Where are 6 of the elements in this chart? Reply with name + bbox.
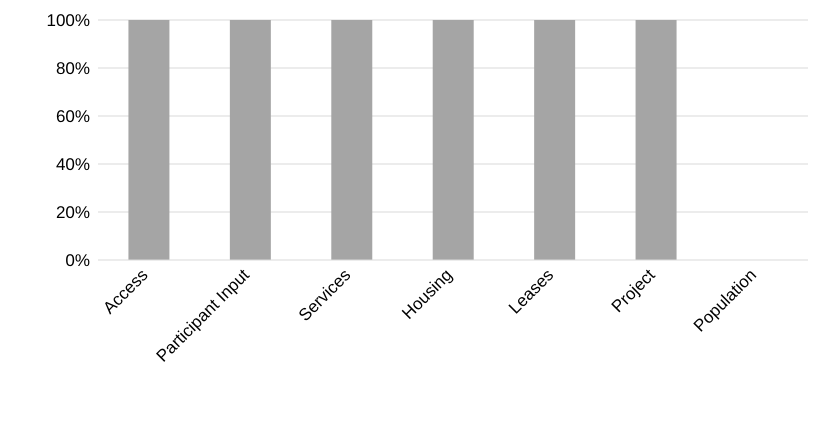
y-tick-label: 20% [56, 203, 90, 222]
y-tick-label: 80% [56, 59, 90, 78]
y-tick-label: 40% [56, 155, 90, 174]
y-tick-label: 100% [46, 11, 90, 30]
y-tick-label: 60% [56, 107, 90, 126]
y-tick-label: 0% [65, 251, 90, 270]
